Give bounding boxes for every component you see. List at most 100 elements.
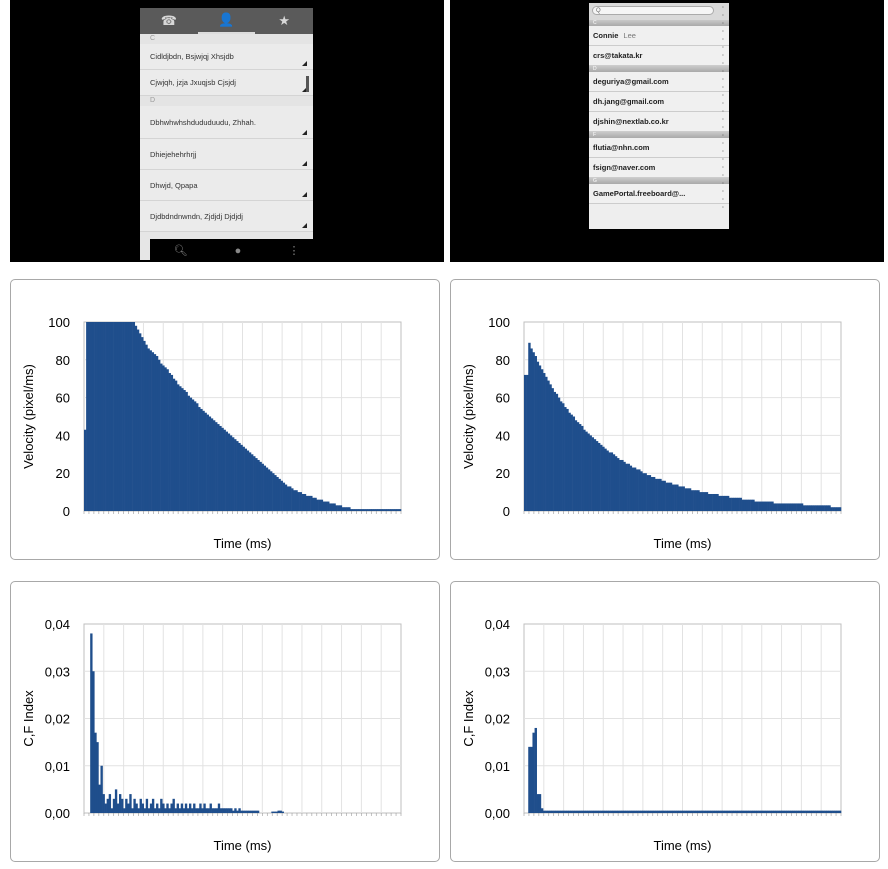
bar (201, 808, 204, 813)
bar (540, 808, 544, 813)
bar (657, 810, 660, 813)
bar (752, 810, 755, 813)
bar (600, 444, 603, 511)
bar (629, 465, 633, 511)
bar (113, 322, 116, 511)
bar (221, 427, 224, 511)
bar (663, 810, 666, 813)
bar (196, 403, 199, 511)
cf-index-chart-left-svg: 0,00 0,01 0,02 0,03 0,04 Time (ms) C,F Index (21, 617, 402, 853)
bar (215, 422, 218, 511)
bar (528, 746, 531, 813)
contact-item[interactable]: fsign@naver.com (589, 158, 729, 178)
bar (733, 810, 736, 813)
contact-item[interactable]: GamePortal.freeboard@... (589, 184, 729, 204)
section-header: C (140, 34, 313, 44)
bar (303, 493, 307, 511)
search-icon[interactable]: 🔍︎ (173, 245, 188, 257)
bar (530, 348, 533, 511)
tab-favorites[interactable]: ★ (255, 8, 313, 34)
scrollbar[interactable] (306, 76, 309, 92)
bar (341, 507, 345, 511)
bar (813, 810, 816, 813)
contact-item[interactable]: Djdbdndnwndn, Zjdjdj Djdjdj (140, 201, 313, 232)
bar (90, 322, 93, 511)
contact-item[interactable]: flutia@nhn.com (589, 138, 729, 158)
bar (170, 803, 173, 813)
contact-item[interactable]: Cjwjqh, jzja Jxuqjsb Cjsjdj (140, 70, 313, 96)
bar (699, 492, 702, 511)
bar (688, 810, 692, 813)
bar (277, 810, 280, 813)
bar (299, 492, 302, 511)
bar (320, 499, 324, 511)
contact-item[interactable]: crs@takata.kr (589, 46, 729, 66)
search-input[interactable]: Q (592, 6, 714, 15)
bar (153, 354, 157, 511)
bar (733, 497, 736, 511)
bar (612, 454, 616, 511)
tab-phone[interactable]: ☎ (140, 8, 198, 34)
person-icon[interactable]: ● (234, 244, 242, 257)
bar (650, 810, 654, 813)
contact-item[interactable]: djshin@nextlab.co.kr (589, 112, 729, 132)
tab-contacts[interactable]: 👤 (197, 8, 256, 34)
bar (591, 810, 595, 813)
bar (726, 810, 730, 813)
bar (295, 490, 298, 511)
bar (826, 810, 829, 813)
bar (705, 810, 709, 813)
bar (346, 507, 349, 511)
bar (256, 810, 260, 813)
bar (680, 810, 683, 813)
bar (137, 808, 140, 813)
bar (135, 803, 138, 813)
bar (659, 478, 662, 511)
bar (807, 505, 810, 511)
contact-item[interactable]: Connie Lee (589, 26, 729, 46)
contact-name: Djdbdndnwndn, Zjdjdj Djdjdj (150, 211, 243, 221)
bar (209, 803, 212, 813)
bar (396, 509, 400, 511)
bar (145, 344, 148, 511)
bar (275, 811, 278, 813)
bar (574, 810, 578, 813)
contact-item[interactable]: dh.jang@gmail.com (589, 92, 729, 112)
bar (536, 794, 540, 813)
bar (553, 391, 556, 511)
bar (690, 490, 694, 511)
bar (762, 810, 766, 813)
bar (652, 476, 656, 511)
bar (693, 490, 696, 511)
bar (208, 416, 212, 511)
contact-item[interactable]: deguriya@gmail.com (589, 72, 729, 92)
bar (786, 503, 789, 511)
bar (699, 810, 702, 813)
y-tick-label: 20 (56, 466, 70, 481)
bar (726, 495, 730, 511)
bar (375, 509, 379, 511)
bar (122, 322, 125, 511)
menu-icon[interactable]: ⋮ (288, 245, 300, 257)
alphabet-index[interactable]: • • • • • • • • • • • • • • • • • • • • • • • • • • (722, 4, 724, 209)
bar (718, 495, 721, 511)
velocity-chart-right: 0 20 40 60 80 100 Time (ms) Velocity (pixel/ms) (450, 279, 880, 560)
bar (735, 497, 738, 511)
bar (360, 509, 364, 511)
bar (337, 505, 341, 511)
bar (604, 810, 607, 813)
bar (826, 505, 829, 511)
bar (595, 810, 599, 813)
bar (335, 505, 338, 511)
contact-item[interactable]: Cidldjbdn, Bsjwjqj Xhsjdb (140, 44, 313, 70)
bar (105, 322, 108, 511)
contact-item[interactable]: Dhwjd, Qpapa (140, 170, 313, 201)
bar (532, 352, 535, 511)
contact-item[interactable]: Dbhwhwhshdududuudu, Zhhah. (140, 106, 313, 139)
bar (701, 492, 704, 511)
contact-item[interactable]: Dhiejehehrhrjj (140, 139, 313, 170)
bar (838, 507, 842, 511)
bar (108, 794, 112, 813)
y-tick-label: 100 (488, 315, 510, 330)
bar (602, 446, 605, 511)
